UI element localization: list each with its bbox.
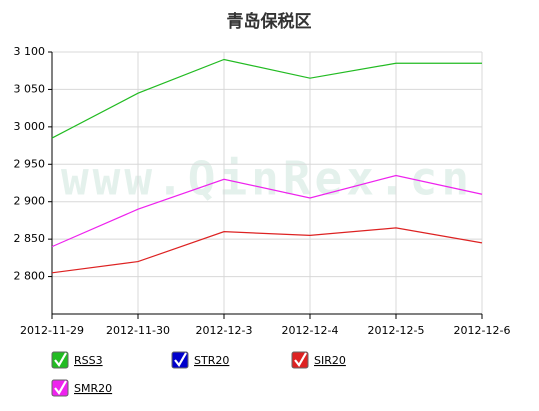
y-tick-label: 3 050 (14, 82, 46, 95)
series-line (51, 174, 483, 248)
legend-item[interactable]: SIR20 (291, 351, 346, 369)
x-tick-label: 2012-11-30 (106, 324, 170, 337)
x-tick-label: 2012-12-5 (368, 324, 425, 337)
y-tick-label: 2 800 (14, 270, 46, 283)
chart-title: 青岛保税区 (227, 11, 312, 32)
series-line (51, 227, 483, 274)
check-mark (294, 352, 307, 367)
series-line (51, 58, 482, 139)
legend-item[interactable]: RSS3 (51, 351, 103, 369)
legend-label[interactable]: SMR20 (74, 382, 112, 395)
y-tick-label: 3 000 (14, 120, 46, 133)
legend-label[interactable]: STR20 (194, 354, 229, 367)
check-mark (54, 352, 67, 367)
y-tick-label: 2 850 (14, 232, 46, 245)
y-tick-label: 2 950 (14, 157, 46, 170)
check-mark (54, 380, 67, 395)
legend-item[interactable]: STR20 (171, 351, 229, 369)
x-tick-label: 2012-12-6 (454, 324, 511, 337)
watermark: www.QinRex.cn (61, 152, 473, 206)
check-mark (174, 352, 187, 367)
x-tick-label: 2012-11-29 (20, 324, 84, 337)
x-tick-label: 2012-12-4 (282, 324, 339, 337)
legend-item[interactable]: SMR20 (51, 379, 112, 397)
legend-label[interactable]: RSS3 (74, 354, 103, 367)
y-tick-label: 2 900 (14, 195, 46, 208)
x-tick-label: 2012-12-3 (196, 324, 253, 337)
legend-label[interactable]: SIR20 (314, 354, 346, 367)
y-tick-label: 3 100 (14, 45, 46, 58)
